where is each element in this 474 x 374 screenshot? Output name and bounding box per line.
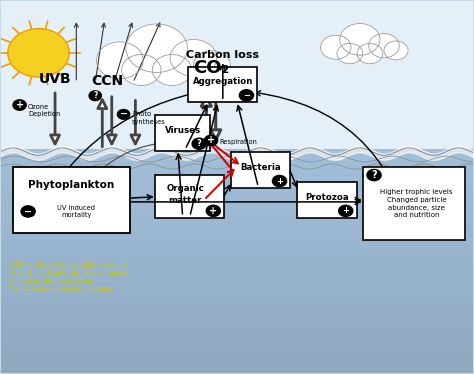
Circle shape (239, 90, 254, 101)
Circle shape (89, 91, 101, 101)
Text: CCN = Cloud Consendation nuclei
+ and - indicate the likely change
in stocks and: CCN = Cloud Consendation nuclei + and - … (10, 261, 129, 292)
Circle shape (357, 43, 383, 64)
Bar (0, 250, 474, 261)
Circle shape (21, 206, 35, 217)
Circle shape (338, 205, 353, 217)
Bar (0, 283, 474, 295)
Text: +: + (207, 135, 215, 145)
Text: Higher trophic levels
Changed particle
abundance, size
and nutrition: Higher trophic levels Changed particle a… (380, 189, 453, 218)
FancyBboxPatch shape (155, 115, 210, 151)
Text: Carbon loss: Carbon loss (186, 50, 259, 60)
Circle shape (367, 169, 381, 181)
FancyBboxPatch shape (363, 167, 465, 240)
Text: UVB: UVB (39, 72, 72, 86)
Circle shape (273, 175, 287, 187)
Text: Respiration: Respiration (219, 138, 257, 144)
Circle shape (170, 40, 217, 76)
Bar (0, 362, 474, 373)
FancyBboxPatch shape (188, 67, 257, 102)
Text: Viruses: Viruses (164, 126, 201, 135)
Bar (0, 350, 474, 362)
Text: +: + (16, 100, 24, 110)
Bar (0, 328, 474, 340)
Text: Bacteria: Bacteria (240, 163, 281, 172)
Text: Phytoplankton: Phytoplankton (28, 180, 115, 190)
Bar (0, 149, 474, 161)
Text: Organic
matter: Organic matter (166, 184, 204, 205)
Circle shape (8, 29, 69, 77)
Text: Photo
syntheses: Photo syntheses (132, 111, 166, 125)
Bar (0, 228, 474, 239)
Text: UV induced
mortality: UV induced mortality (57, 205, 95, 218)
FancyBboxPatch shape (297, 182, 356, 218)
Text: CO₂: CO₂ (193, 59, 229, 77)
Circle shape (126, 24, 187, 73)
Bar (0, 1, 474, 150)
Circle shape (369, 34, 399, 58)
Bar (0, 306, 474, 318)
Circle shape (320, 35, 351, 59)
Text: +: + (342, 206, 349, 215)
Text: ?: ? (197, 139, 201, 148)
Circle shape (192, 138, 206, 149)
Circle shape (337, 43, 363, 64)
Bar (0, 239, 474, 250)
FancyBboxPatch shape (231, 152, 291, 188)
Text: Ozone
Depletion: Ozone Depletion (28, 104, 60, 117)
Text: ?: ? (93, 91, 97, 100)
FancyBboxPatch shape (155, 175, 224, 218)
Bar (0, 317, 474, 329)
Text: −: − (24, 206, 32, 217)
Circle shape (96, 42, 143, 79)
Circle shape (340, 24, 380, 55)
Circle shape (122, 55, 161, 86)
Circle shape (193, 50, 230, 80)
Text: CCN: CCN (91, 74, 123, 88)
Text: ?: ? (371, 170, 377, 180)
Bar (0, 160, 474, 172)
Bar (0, 194, 474, 206)
Bar (0, 295, 474, 306)
FancyBboxPatch shape (13, 167, 130, 233)
Circle shape (118, 110, 130, 119)
Text: −: − (243, 91, 250, 100)
Text: Aggregation: Aggregation (192, 77, 253, 86)
Circle shape (204, 135, 218, 145)
Circle shape (152, 55, 191, 86)
Bar (0, 172, 474, 183)
Text: +: + (210, 206, 218, 216)
Bar (0, 272, 474, 284)
Text: −: − (119, 109, 128, 119)
Bar (0, 217, 474, 228)
Bar (0, 261, 474, 273)
Bar (0, 339, 474, 351)
Text: +: + (276, 177, 283, 186)
Text: Protozoa: Protozoa (305, 193, 348, 202)
Circle shape (384, 41, 408, 60)
Bar (0, 205, 474, 217)
Circle shape (206, 205, 220, 217)
Circle shape (13, 100, 26, 110)
Bar (0, 183, 474, 194)
